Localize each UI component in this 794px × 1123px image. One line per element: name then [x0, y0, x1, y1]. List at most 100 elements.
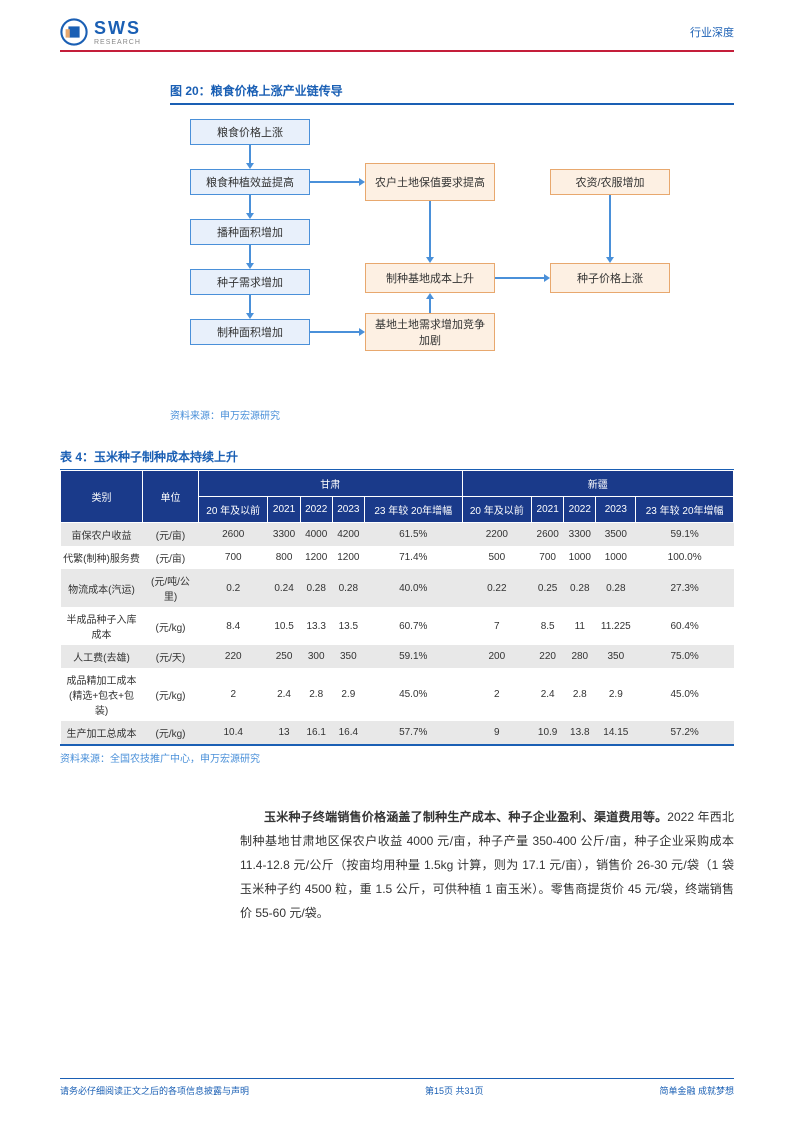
- table-cell: 10.9: [532, 721, 564, 744]
- table-cell: 100.0%: [636, 546, 734, 569]
- table-cell: 代繁(制种)服务费: [61, 546, 143, 569]
- flow-node: 种子价格上涨: [550, 263, 670, 293]
- table-cell: 13.3: [300, 607, 332, 645]
- table-cell: 7: [462, 607, 531, 645]
- table-cell: 14.15: [596, 721, 636, 744]
- table-4-title: 表 4：玉米种子制种成本持续上升: [60, 448, 734, 465]
- table-header: 23 年较 20年增幅: [636, 497, 734, 523]
- table-4-source: 资料来源：全国农技推广中心，申万宏源研究: [60, 750, 734, 765]
- figure-20-source: 资料来源：申万宏源研究: [170, 407, 734, 422]
- table-cell: 2: [462, 668, 531, 721]
- table-header: 2023: [596, 497, 636, 523]
- table-cell: 2200: [462, 523, 531, 547]
- table-cell: 0.28: [332, 569, 364, 607]
- logo-text: SWS: [94, 18, 141, 39]
- table-header: 23 年较 20年增幅: [364, 497, 462, 523]
- footer-left: 请务必仔细阅读正文之后的各项信息披露与声明: [60, 1084, 249, 1097]
- table-cell: 人工费(去雄): [61, 645, 143, 668]
- table-header: 2022: [564, 497, 596, 523]
- flow-arrow: [249, 195, 251, 214]
- table-cell: 57.7%: [364, 721, 462, 744]
- table-cell: (元/kg): [143, 668, 199, 721]
- flow-node: 粮食种植效益提高: [190, 169, 310, 195]
- table-cell: 27.3%: [636, 569, 734, 607]
- table-cell: 0.25: [532, 569, 564, 607]
- table-cell: 200: [462, 645, 531, 668]
- table-cell: 半成品种子入库成本: [61, 607, 143, 645]
- table-cell: 75.0%: [636, 645, 734, 668]
- table-cell: 220: [199, 645, 268, 668]
- table-cell: 700: [199, 546, 268, 569]
- table-cell: (元/kg): [143, 607, 199, 645]
- table-cell: 1200: [332, 546, 364, 569]
- table-4: 类别 单位 甘肃 新疆 20 年及以前 2021 2022 2023 23 年较…: [60, 470, 734, 744]
- table-cell: 10.5: [268, 607, 300, 645]
- table-cell: 71.4%: [364, 546, 462, 569]
- table-cell: 2.8: [300, 668, 332, 721]
- flow-arrow: [429, 298, 431, 313]
- table-cell: 60.7%: [364, 607, 462, 645]
- table-cell: 8.5: [532, 607, 564, 645]
- table-cell: 1000: [596, 546, 636, 569]
- flow-arrow: [249, 295, 251, 314]
- table-cell: 9: [462, 721, 531, 744]
- page-header: SWS RESEARCH 行业深度: [0, 0, 794, 46]
- flow-arrow: [429, 201, 431, 258]
- flow-node: 农户土地保值要求提高: [365, 163, 495, 201]
- table-row: 生产加工总成本(元/kg)10.41316.116.457.7%910.913.…: [61, 721, 734, 744]
- table-header: 新疆: [462, 471, 733, 497]
- table-cell: 220: [532, 645, 564, 668]
- flow-node: 制种面积增加: [190, 319, 310, 345]
- table-cell: 2.4: [268, 668, 300, 721]
- table-cell: (元/吨/公里): [143, 569, 199, 607]
- table-cell: 350: [596, 645, 636, 668]
- figure-20-underline: [170, 103, 734, 105]
- footer-divider: [60, 1078, 734, 1079]
- table-header: 2022: [300, 497, 332, 523]
- table-cell: 1000: [564, 546, 596, 569]
- table-cell: 700: [532, 546, 564, 569]
- flow-arrow: [310, 181, 360, 183]
- page-footer: 请务必仔细阅读正文之后的各项信息披露与声明 第15页 共31页 简单金融 成就梦…: [60, 1078, 734, 1097]
- table-cell: 59.1%: [636, 523, 734, 547]
- table-cell: 250: [268, 645, 300, 668]
- table-header: 2021: [532, 497, 564, 523]
- flow-arrow: [495, 277, 545, 279]
- flow-node: 种子需求增加: [190, 269, 310, 295]
- paragraph-bold: 玉米种子终端销售价格涵盖了制种生产成本、种子企业盈利、渠道费用等。: [264, 810, 667, 824]
- table-cell: 2: [199, 668, 268, 721]
- table-cell: 800: [268, 546, 300, 569]
- table-cell: 11.225: [596, 607, 636, 645]
- table-cell: 57.2%: [636, 721, 734, 744]
- table-header: 20 年及以前: [199, 497, 268, 523]
- body-paragraph: 玉米种子终端销售价格涵盖了制种生产成本、种子企业盈利、渠道费用等。2022 年西…: [240, 805, 734, 925]
- table-cell: 2.9: [596, 668, 636, 721]
- table-cell: 45.0%: [364, 668, 462, 721]
- table-cell: 40.0%: [364, 569, 462, 607]
- table-header: 20 年及以前: [462, 497, 531, 523]
- table-header: 类别: [61, 471, 143, 523]
- flow-node: 农资/农服增加: [550, 169, 670, 195]
- table-cell: 0.28: [564, 569, 596, 607]
- figure-20-title: 图 20：粮食价格上涨产业链传导: [170, 82, 734, 99]
- flow-node: 基地土地需求增加竞争加剧: [365, 313, 495, 351]
- footer-center: 第15页 共31页: [425, 1084, 484, 1097]
- table-cell: 生产加工总成本: [61, 721, 143, 744]
- table-cell: 45.0%: [636, 668, 734, 721]
- table-4-bottom-line: [60, 744, 734, 746]
- table-cell: 16.1: [300, 721, 332, 744]
- table-cell: 成品精加工成本(精选+包衣+包装): [61, 668, 143, 721]
- table-row: 成品精加工成本(精选+包衣+包装)(元/kg)22.42.82.945.0%22…: [61, 668, 734, 721]
- table-cell: (元/亩): [143, 546, 199, 569]
- table-cell: 2600: [199, 523, 268, 547]
- table-cell: (元/天): [143, 645, 199, 668]
- table-cell: 13.8: [564, 721, 596, 744]
- table-cell: 4000: [300, 523, 332, 547]
- table-cell: (元/kg): [143, 721, 199, 744]
- table-cell: (元/亩): [143, 523, 199, 547]
- table-cell: 3500: [596, 523, 636, 547]
- table-cell: 300: [300, 645, 332, 668]
- logo-subtext: RESEARCH: [94, 39, 141, 46]
- table-cell: 350: [332, 645, 364, 668]
- table-row: 半成品种子入库成本(元/kg)8.410.513.313.560.7%78.51…: [61, 607, 734, 645]
